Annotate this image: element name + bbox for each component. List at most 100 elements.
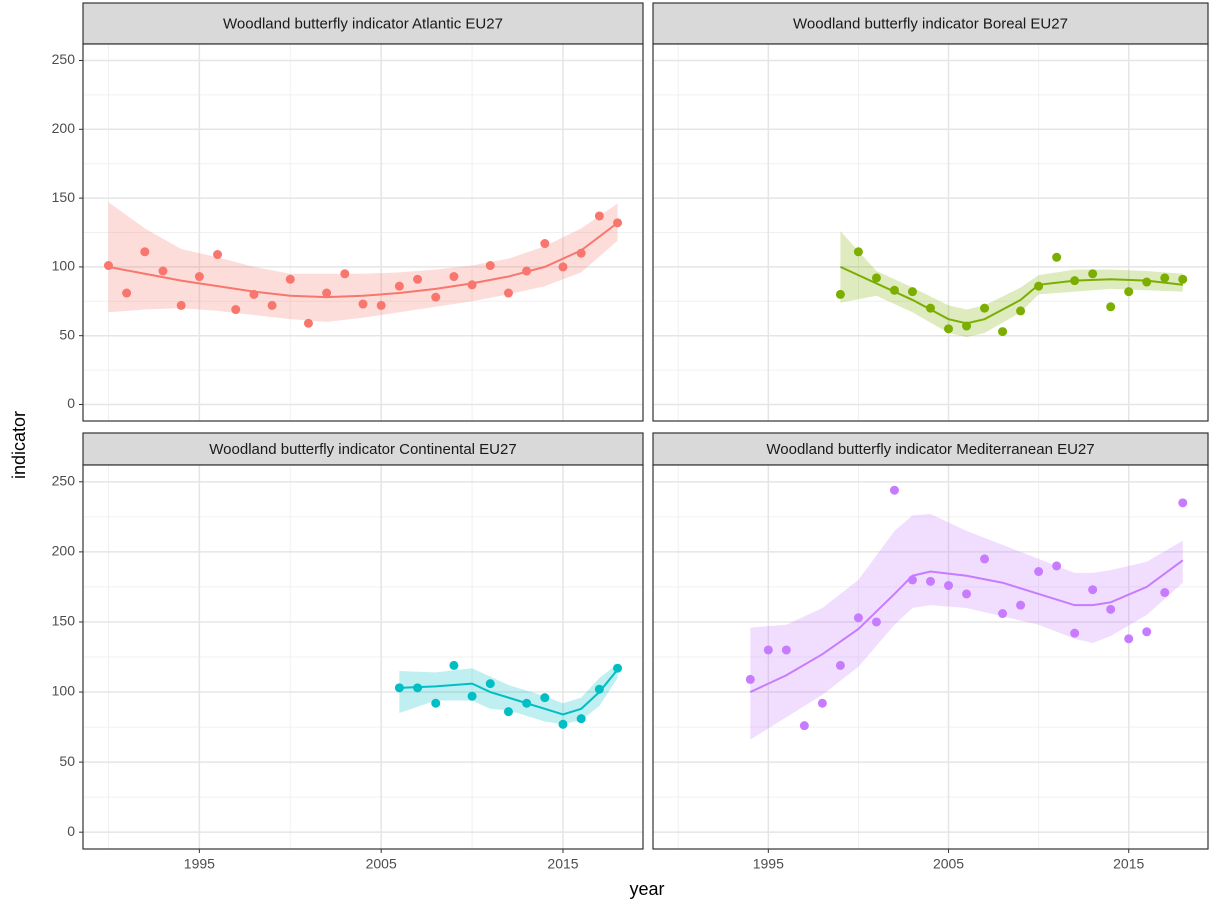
point bbox=[817, 698, 827, 708]
panel bbox=[653, 465, 1208, 849]
point bbox=[871, 273, 881, 283]
x-axis-title: year bbox=[629, 879, 664, 899]
y-tick-label: 50 bbox=[59, 753, 75, 769]
x-tick-label: 1995 bbox=[753, 856, 784, 872]
point bbox=[1142, 627, 1152, 637]
point bbox=[1106, 302, 1116, 312]
point bbox=[907, 287, 917, 297]
point bbox=[1160, 588, 1170, 598]
point bbox=[449, 660, 459, 670]
point bbox=[594, 684, 604, 694]
point bbox=[158, 266, 168, 276]
point bbox=[503, 288, 513, 298]
point bbox=[1016, 306, 1026, 316]
y-tick-label: 50 bbox=[59, 326, 75, 342]
point bbox=[231, 305, 241, 315]
point bbox=[871, 617, 881, 627]
panel bbox=[653, 44, 1208, 421]
point bbox=[1124, 634, 1134, 644]
panel bbox=[83, 465, 643, 849]
y-tick-label: 100 bbox=[52, 258, 76, 274]
point bbox=[431, 698, 441, 708]
point bbox=[594, 211, 604, 221]
point bbox=[613, 663, 623, 673]
point bbox=[835, 289, 845, 299]
strip bbox=[82, 2, 644, 45]
point bbox=[376, 300, 386, 310]
point bbox=[1034, 567, 1044, 577]
confidence-band bbox=[108, 202, 618, 322]
point bbox=[394, 281, 404, 291]
point bbox=[522, 266, 532, 276]
point bbox=[1070, 628, 1080, 638]
x-tick-label: 2015 bbox=[547, 856, 578, 872]
point bbox=[889, 485, 899, 495]
point bbox=[140, 247, 150, 257]
y-tick-label: 250 bbox=[52, 473, 76, 489]
point bbox=[413, 274, 423, 284]
point bbox=[1142, 277, 1152, 287]
point bbox=[853, 247, 863, 257]
point bbox=[1178, 274, 1188, 284]
panel-border bbox=[652, 464, 1209, 850]
point bbox=[944, 581, 954, 591]
point bbox=[799, 721, 809, 731]
confidence-band bbox=[750, 514, 1183, 740]
point bbox=[576, 248, 586, 258]
point bbox=[449, 272, 459, 282]
point bbox=[540, 239, 550, 249]
panel-title: Woodland butterfly indicator Boreal EU27 bbox=[793, 15, 1068, 32]
point bbox=[194, 272, 204, 282]
point bbox=[394, 683, 404, 693]
point bbox=[763, 645, 773, 655]
point bbox=[540, 693, 550, 703]
y-tick-label: 150 bbox=[52, 613, 76, 629]
point bbox=[613, 218, 623, 228]
point bbox=[926, 303, 935, 313]
point bbox=[835, 660, 845, 670]
point bbox=[889, 285, 899, 295]
panel bbox=[83, 44, 643, 421]
point bbox=[980, 554, 990, 564]
point bbox=[998, 609, 1008, 619]
y-tick-label: 200 bbox=[52, 120, 76, 136]
y-tick-label: 250 bbox=[52, 51, 76, 67]
x-tick-label: 2015 bbox=[1113, 856, 1144, 872]
point bbox=[340, 269, 350, 279]
panel-border bbox=[82, 464, 644, 850]
point bbox=[467, 691, 477, 701]
y-axis-title: indicator bbox=[9, 411, 29, 479]
fit-line bbox=[108, 222, 619, 299]
point bbox=[1016, 600, 1026, 610]
point bbox=[267, 300, 277, 310]
y-tick-label: 100 bbox=[52, 683, 76, 699]
point bbox=[467, 280, 477, 290]
point bbox=[558, 262, 568, 272]
point bbox=[745, 674, 755, 684]
point bbox=[358, 299, 368, 309]
y-tick-label: 0 bbox=[67, 395, 75, 411]
point bbox=[1088, 269, 1098, 279]
panel-title: Woodland butterfly indicator Continental… bbox=[209, 441, 516, 458]
y-tick-label: 200 bbox=[52, 543, 76, 559]
point bbox=[1052, 252, 1062, 262]
point bbox=[1034, 281, 1044, 291]
y-tick-label: 0 bbox=[67, 823, 75, 839]
point bbox=[781, 645, 791, 655]
point bbox=[576, 714, 586, 724]
point bbox=[998, 327, 1008, 337]
point bbox=[213, 250, 223, 260]
confidence-band bbox=[399, 664, 618, 725]
point bbox=[1178, 498, 1188, 508]
point bbox=[962, 589, 972, 599]
point bbox=[522, 698, 532, 708]
x-tick-label: 2005 bbox=[933, 856, 964, 872]
point bbox=[322, 288, 332, 298]
point bbox=[1160, 273, 1170, 283]
point bbox=[249, 289, 259, 299]
x-tick-label: 1995 bbox=[184, 856, 215, 872]
y-tick-label: 150 bbox=[52, 189, 76, 205]
panel-title: Woodland butterfly indicator Atlantic EU… bbox=[223, 15, 503, 32]
point bbox=[485, 261, 495, 271]
fit-line bbox=[749, 559, 1184, 693]
